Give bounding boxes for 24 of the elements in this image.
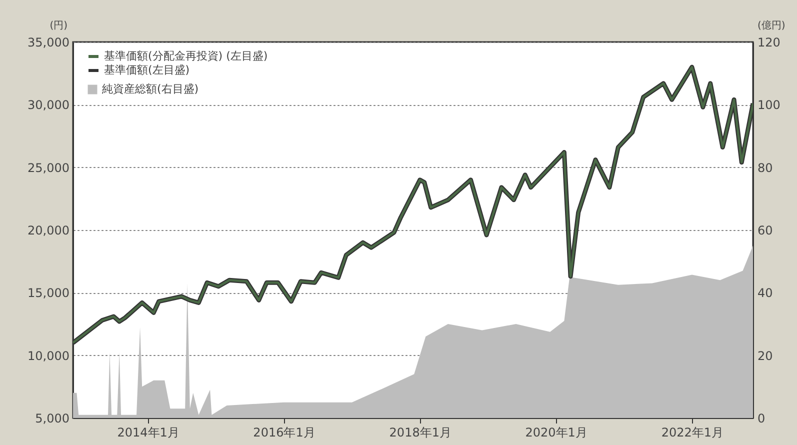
legend-label: 基準価額(左目盛) [104, 64, 190, 76]
y-tick-label: 10,000 [28, 348, 70, 363]
y-tick-label: 25,000 [28, 160, 70, 175]
y2-axis-title: (億円) [758, 20, 786, 32]
y-tick-label: 20,000 [28, 224, 70, 238]
y-tick-label: 30,000 [28, 98, 70, 112]
y2-tick-label: 20 [758, 348, 773, 363]
x-tick-label: 2014年1月 [117, 426, 180, 440]
y2-tick-label: 80 [758, 160, 773, 175]
y-tick-label: 35,000 [28, 36, 70, 50]
legend-label: 純資産総額(右目盛) [102, 82, 199, 96]
y-tick-label: 5,000 [35, 412, 70, 426]
y-axis-title: (円) [50, 20, 68, 32]
x-tick-label: 2016年1月 [253, 426, 316, 440]
y-tick-label: 15,000 [28, 286, 70, 300]
legend-label: 基準価額(分配金再投資) (左目盛) [104, 50, 268, 62]
x-tick-label: 2022年1月 [661, 426, 724, 440]
y2-tick-label: 120 [758, 36, 780, 50]
x-tick-label: 2018年1月 [389, 426, 452, 440]
y2-tick-label: 40 [758, 286, 773, 300]
x-tick-label: 2020年1月 [525, 426, 588, 440]
y2-tick-label: 0 [758, 412, 766, 426]
y2-tick-label: 60 [758, 224, 773, 238]
y2-tick-label: 100 [758, 98, 780, 112]
